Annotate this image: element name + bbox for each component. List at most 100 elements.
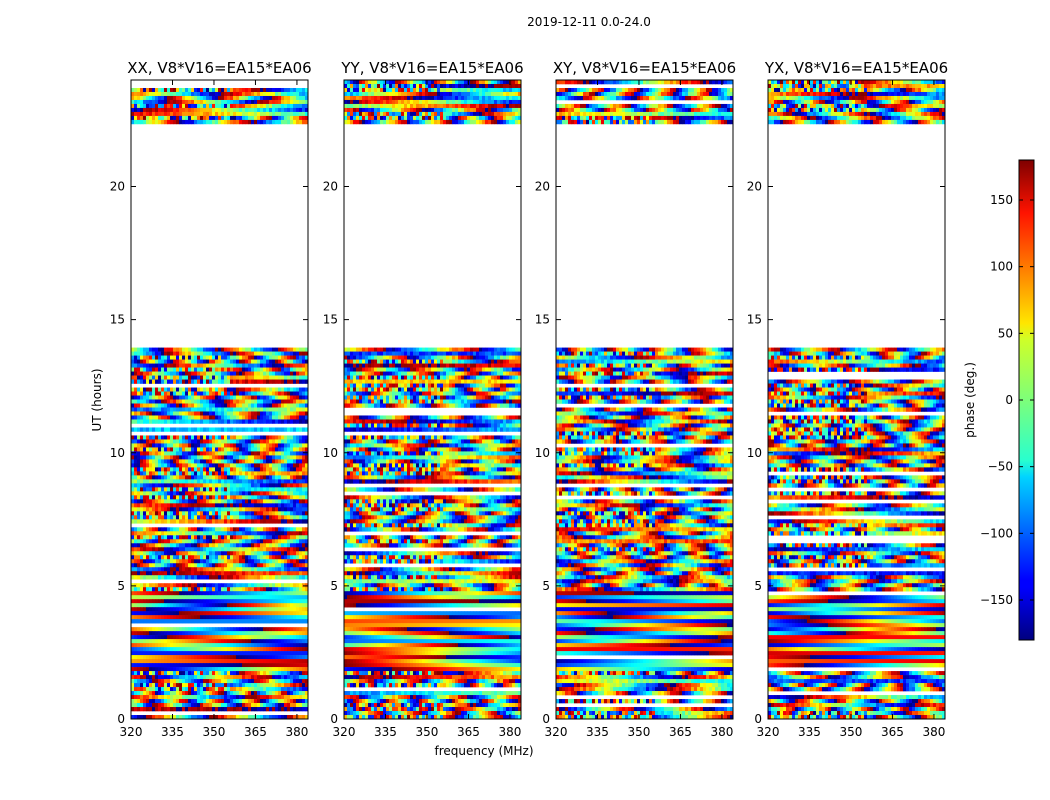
phase-cell [218,667,222,672]
phase-cell [239,463,243,468]
phase-cell [290,531,294,536]
phase-cell [281,355,285,360]
phase-cell [218,87,222,93]
phase-cell [215,467,219,472]
phase-cell [215,427,219,432]
phase-cell [254,111,258,117]
phase-cell [272,507,276,512]
phase-cell [245,651,249,656]
phase-cell [260,515,264,520]
phase-cell [185,587,189,592]
phase-cell [173,91,177,97]
phase-cell [155,543,159,548]
phase-cell [209,643,213,648]
phase-cell [173,511,177,516]
phase-cell [287,391,291,396]
phase-cell [176,479,180,484]
phase-cell [206,639,210,644]
phase-cell [149,87,153,93]
phase-cell [221,551,225,556]
phase-cell [302,467,306,472]
phase-cell [197,651,201,656]
phase-cell [170,367,174,372]
phase-cell [245,447,249,452]
phase-cell [188,359,192,364]
phase-cell [206,547,210,552]
phase-cell [278,363,282,368]
phase-cell [173,571,177,576]
phase-cell [212,511,216,516]
phase-cell [158,355,162,360]
phase-cell [161,91,165,97]
phase-cell [131,479,135,484]
phase-cell [134,591,138,596]
phase-cell [161,547,165,552]
phase-cell [260,635,264,640]
phase-cell [167,435,171,440]
phase-cell [161,455,165,460]
phase-cell [305,347,309,352]
phase-cell [224,375,228,380]
phase-cell [149,507,153,512]
phase-cell [146,495,150,500]
phase-cell [239,639,243,644]
phase-cell [257,567,261,572]
phase-cell [254,363,258,368]
phase-cell [293,587,297,592]
phase-cell [179,651,183,656]
phase-cell [158,387,162,392]
phase-cell [230,115,234,121]
phase-cell [215,355,219,360]
phase-cell [227,535,231,540]
phase-cell [215,599,219,604]
phase-cell [227,643,231,648]
phase-cell [155,619,159,624]
phase-cell [212,495,216,500]
phase-cell [215,359,219,364]
phase-cell [248,91,252,97]
phase-cell [188,347,192,352]
phase-cell [245,507,249,512]
phase-cell [302,419,306,424]
phase-cell [179,103,183,109]
phase-cell [263,563,267,568]
phase-cell [260,439,264,444]
phase-cell [194,347,198,352]
phase-cell [242,471,246,476]
phase-cell [131,471,135,476]
phase-cell [170,459,174,464]
phase-cell [299,475,303,480]
phase-cell [230,667,234,672]
phase-cell [254,555,258,560]
phase-cell [140,599,144,604]
phase-cell [284,91,288,97]
phase-cell [221,599,225,604]
phase-cell [209,403,213,408]
phase-cell [287,591,291,596]
phase-cell [152,395,156,400]
phase-cell [155,467,159,472]
phase-cell [293,475,297,480]
phase-cell [305,619,309,624]
phase-cell [131,463,135,468]
phase-cell [173,627,177,632]
phase-cell [305,607,309,612]
phase-cell [287,427,291,432]
phase-cell [179,427,183,432]
phase-cell [173,551,177,556]
phase-cell [224,643,228,648]
phase-cell [296,411,300,416]
phase-cell [230,351,234,356]
phase-cell [239,119,243,125]
phase-cell [134,463,138,468]
phase-cell [299,447,303,452]
phase-cell [263,427,267,432]
phase-cell [200,459,204,464]
phase-cell [230,655,234,660]
phase-cell [305,563,309,568]
phase-cell [200,435,204,440]
phase-cell [272,503,276,508]
phase-cell [194,463,198,468]
phase-cell [140,103,144,109]
